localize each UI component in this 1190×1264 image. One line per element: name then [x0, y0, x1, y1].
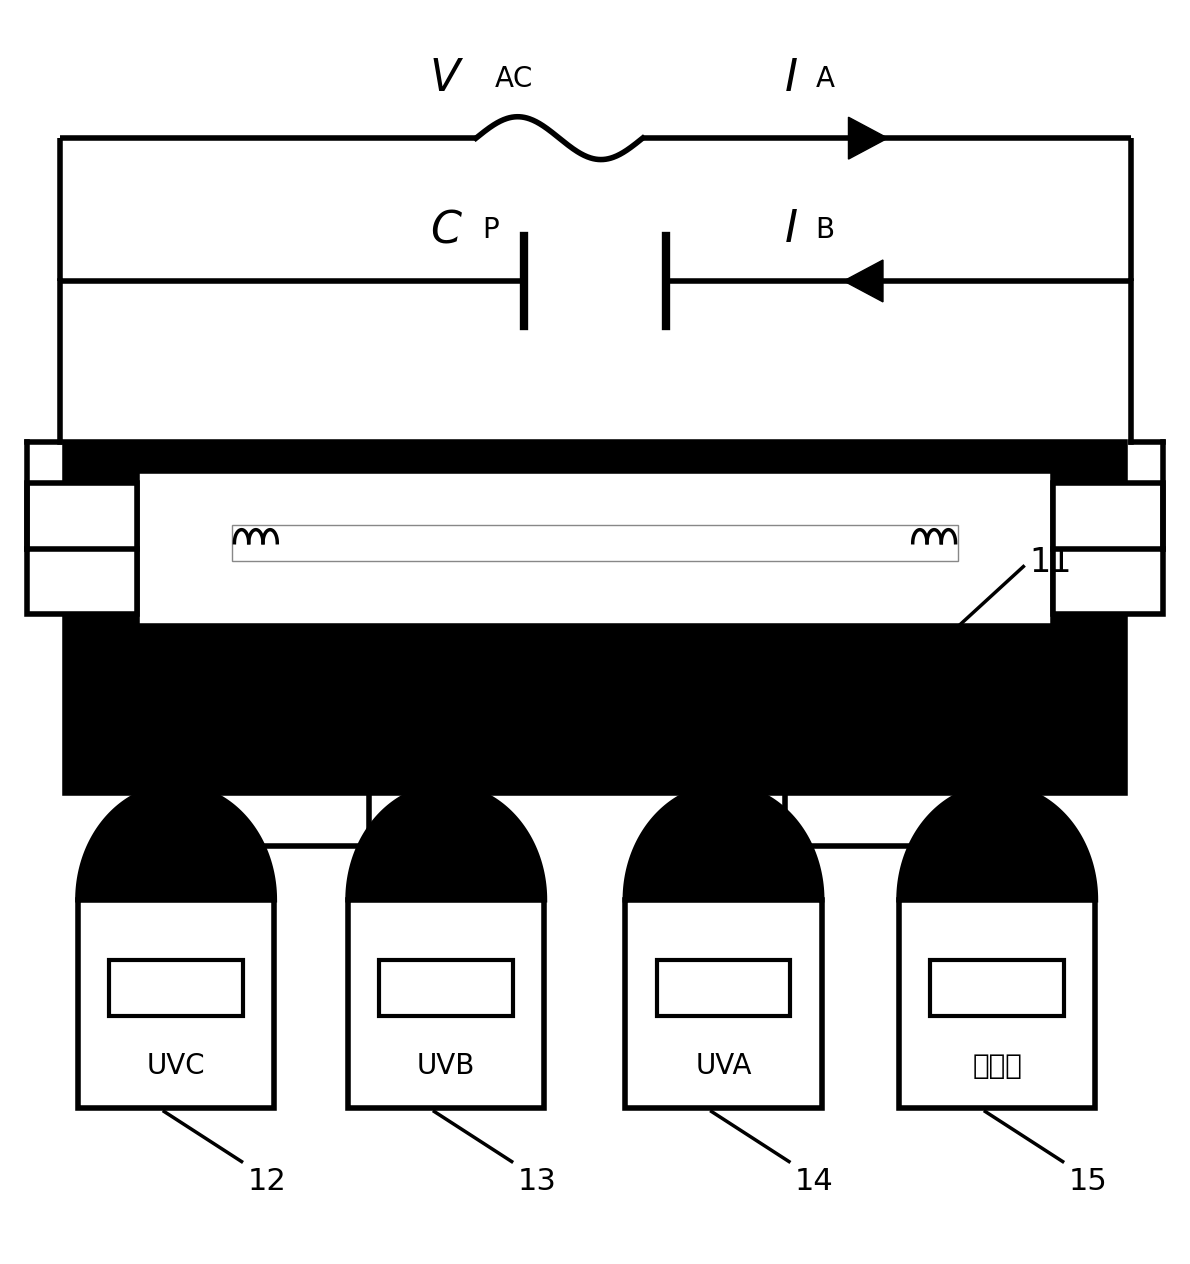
Bar [79, 900, 274, 1109]
Text: $\mathrm{AC}$: $\mathrm{AC}$ [494, 64, 533, 94]
Bar [109, 961, 243, 1016]
Bar [65, 441, 1125, 793]
Text: $\mathrm{P}$: $\mathrm{P}$ [482, 216, 500, 244]
Text: 15: 15 [1069, 1168, 1108, 1197]
Polygon shape [79, 786, 274, 900]
Bar [626, 900, 821, 1109]
Polygon shape [626, 786, 822, 900]
Text: 14: 14 [795, 1168, 834, 1197]
Text: $\mathit{C}$: $\mathit{C}$ [430, 209, 463, 252]
Bar [900, 900, 1095, 1109]
Polygon shape [848, 118, 888, 159]
Polygon shape [347, 786, 545, 900]
Bar [1053, 483, 1163, 614]
Polygon shape [900, 786, 1095, 900]
Bar [27, 483, 137, 614]
Text: 12: 12 [248, 1168, 287, 1197]
Bar [232, 525, 958, 561]
Bar [931, 961, 1064, 1016]
Bar [137, 471, 1053, 626]
Text: $\mathit{I}$: $\mathit{I}$ [784, 209, 798, 252]
Text: UVA: UVA [695, 1053, 752, 1081]
Bar [380, 961, 513, 1016]
Text: UVC: UVC [146, 1053, 206, 1081]
Bar [347, 900, 545, 1109]
Bar [657, 961, 790, 1016]
Text: $\mathit{V}$: $\mathit{V}$ [428, 57, 464, 100]
Text: UVB: UVB [416, 1053, 476, 1081]
Text: $\mathrm{B}$: $\mathrm{B}$ [815, 216, 834, 244]
Text: $\mathit{I}$: $\mathit{I}$ [784, 57, 798, 100]
Text: 13: 13 [518, 1168, 557, 1197]
Text: 可见光: 可见光 [972, 1053, 1022, 1081]
Text: $\mathrm{A}$: $\mathrm{A}$ [815, 64, 835, 94]
Text: 11: 11 [1029, 546, 1072, 579]
Polygon shape [844, 260, 883, 302]
